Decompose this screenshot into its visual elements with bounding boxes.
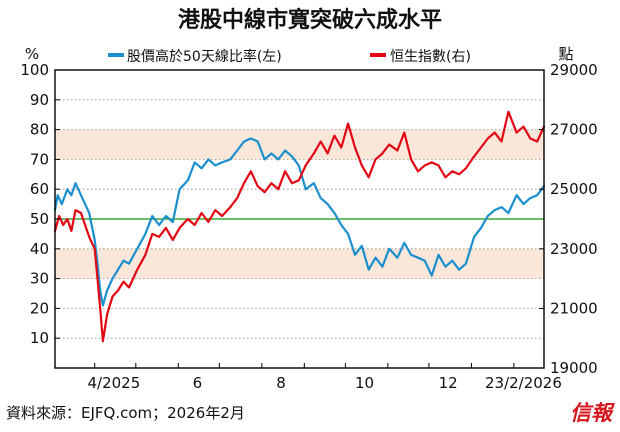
source-note: 資料來源：EJFQ.com；2026年2月 bbox=[6, 404, 245, 422]
left-tick-label: 70 bbox=[30, 150, 49, 168]
x-axis-ticks: 4/2025 6 8 10 12 23/2/2026 bbox=[88, 363, 562, 392]
right-tick-label: 27000 bbox=[550, 121, 598, 139]
series-line-hsi bbox=[53, 110, 546, 343]
series-line-breadth bbox=[53, 137, 546, 307]
series-lines bbox=[53, 110, 546, 343]
left-tick-label: 60 bbox=[30, 180, 49, 198]
right-axis-unit: 點 bbox=[558, 45, 573, 63]
legend-label-hsi: 恒生指數(右) bbox=[390, 49, 471, 65]
left-tick-label: 30 bbox=[30, 270, 49, 288]
chart-title: 港股中線市寬突破六成水平 bbox=[178, 7, 442, 33]
x-tick-label: 10 bbox=[355, 374, 374, 392]
x-tick-label: 6 bbox=[193, 374, 203, 392]
left-axis-ticks: 10 20 30 40 50 60 70 80 90 100 bbox=[20, 61, 60, 347]
left-tick-label: 90 bbox=[30, 91, 49, 109]
legend: 股價高於50天線比率(左) 恒生指數(右) bbox=[108, 48, 471, 65]
x-tick-label: 4/2025 bbox=[88, 374, 141, 392]
right-tick-label: 23000 bbox=[550, 240, 598, 258]
left-tick-label: 80 bbox=[30, 121, 49, 139]
right-tick-label: 25000 bbox=[550, 180, 598, 198]
legend-label-breadth: 股價高於50天線比率(左) bbox=[127, 48, 282, 65]
left-axis-unit: % bbox=[25, 45, 39, 63]
left-tick-label: 50 bbox=[30, 210, 49, 228]
right-tick-label: 29000 bbox=[550, 61, 598, 79]
left-tick-label: 10 bbox=[30, 329, 49, 347]
right-tick-label: 21000 bbox=[550, 299, 598, 317]
shaded-bands bbox=[55, 129, 544, 279]
left-tick-label: 40 bbox=[30, 240, 49, 258]
left-tick-label: 20 bbox=[30, 299, 49, 317]
x-tick-label: 8 bbox=[276, 374, 286, 392]
right-axis-ticks: 19000 21000 23000 25000 27000 29000 bbox=[539, 61, 598, 377]
right-tick-label: 19000 bbox=[550, 359, 598, 377]
brand-logo: 信報 bbox=[570, 401, 615, 425]
band-70-80 bbox=[55, 129, 544, 160]
left-tick-label: 100 bbox=[20, 61, 49, 79]
x-tick-label: 23/2/2026 bbox=[485, 374, 562, 392]
x-tick-label: 12 bbox=[439, 374, 458, 392]
